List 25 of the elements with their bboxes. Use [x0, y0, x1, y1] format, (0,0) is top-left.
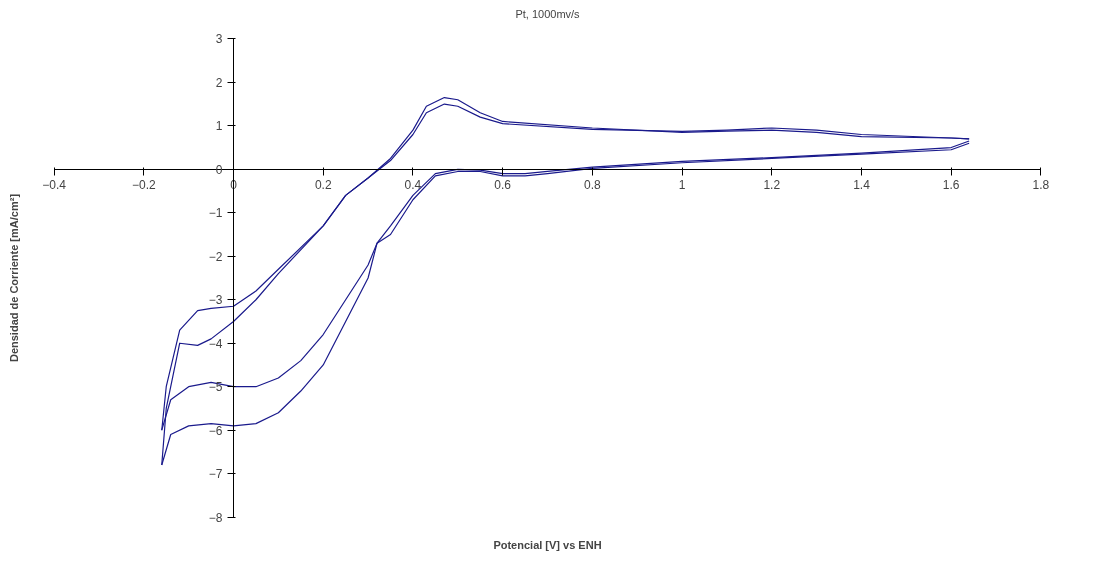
y-tick-label: −4: [208, 336, 223, 351]
y-tick-label: −5: [208, 380, 223, 395]
chart-title: Pt, 1000mv/s: [515, 7, 581, 20]
x-tick-label: −0.2: [131, 178, 156, 193]
y-axis-title: Densidad de Corriente [mA/cm²]: [7, 193, 20, 363]
x-tick-label: 0.4: [404, 178, 422, 193]
y-tick-label: 2: [215, 75, 223, 90]
x-tick-label: 0.8: [584, 178, 602, 193]
x-tick-label: 1.8: [1032, 178, 1050, 193]
x-tick-label: 1.6: [942, 178, 960, 193]
x-tick-label: 1: [678, 178, 686, 193]
x-tick-label: 0.6: [494, 178, 512, 193]
y-tick-label: −8: [208, 510, 223, 525]
x-axis-title: Potencial [V] vs ENH: [493, 538, 602, 551]
x-tick-label: 1.4: [853, 178, 871, 193]
x-tick-label: 1.2: [763, 178, 781, 193]
y-tick-label: −1: [208, 206, 223, 221]
y-tick-label: −7: [208, 467, 223, 482]
y-tick-label: −3: [208, 293, 223, 308]
y-tick-label: 1: [215, 119, 223, 134]
x-tick-label: −0.4: [42, 178, 67, 193]
y-tick-label: −6: [208, 423, 223, 438]
x-tick-label: 0.2: [314, 178, 332, 193]
y-tick-label: −2: [208, 249, 223, 264]
y-tick-label: 3: [215, 32, 223, 47]
